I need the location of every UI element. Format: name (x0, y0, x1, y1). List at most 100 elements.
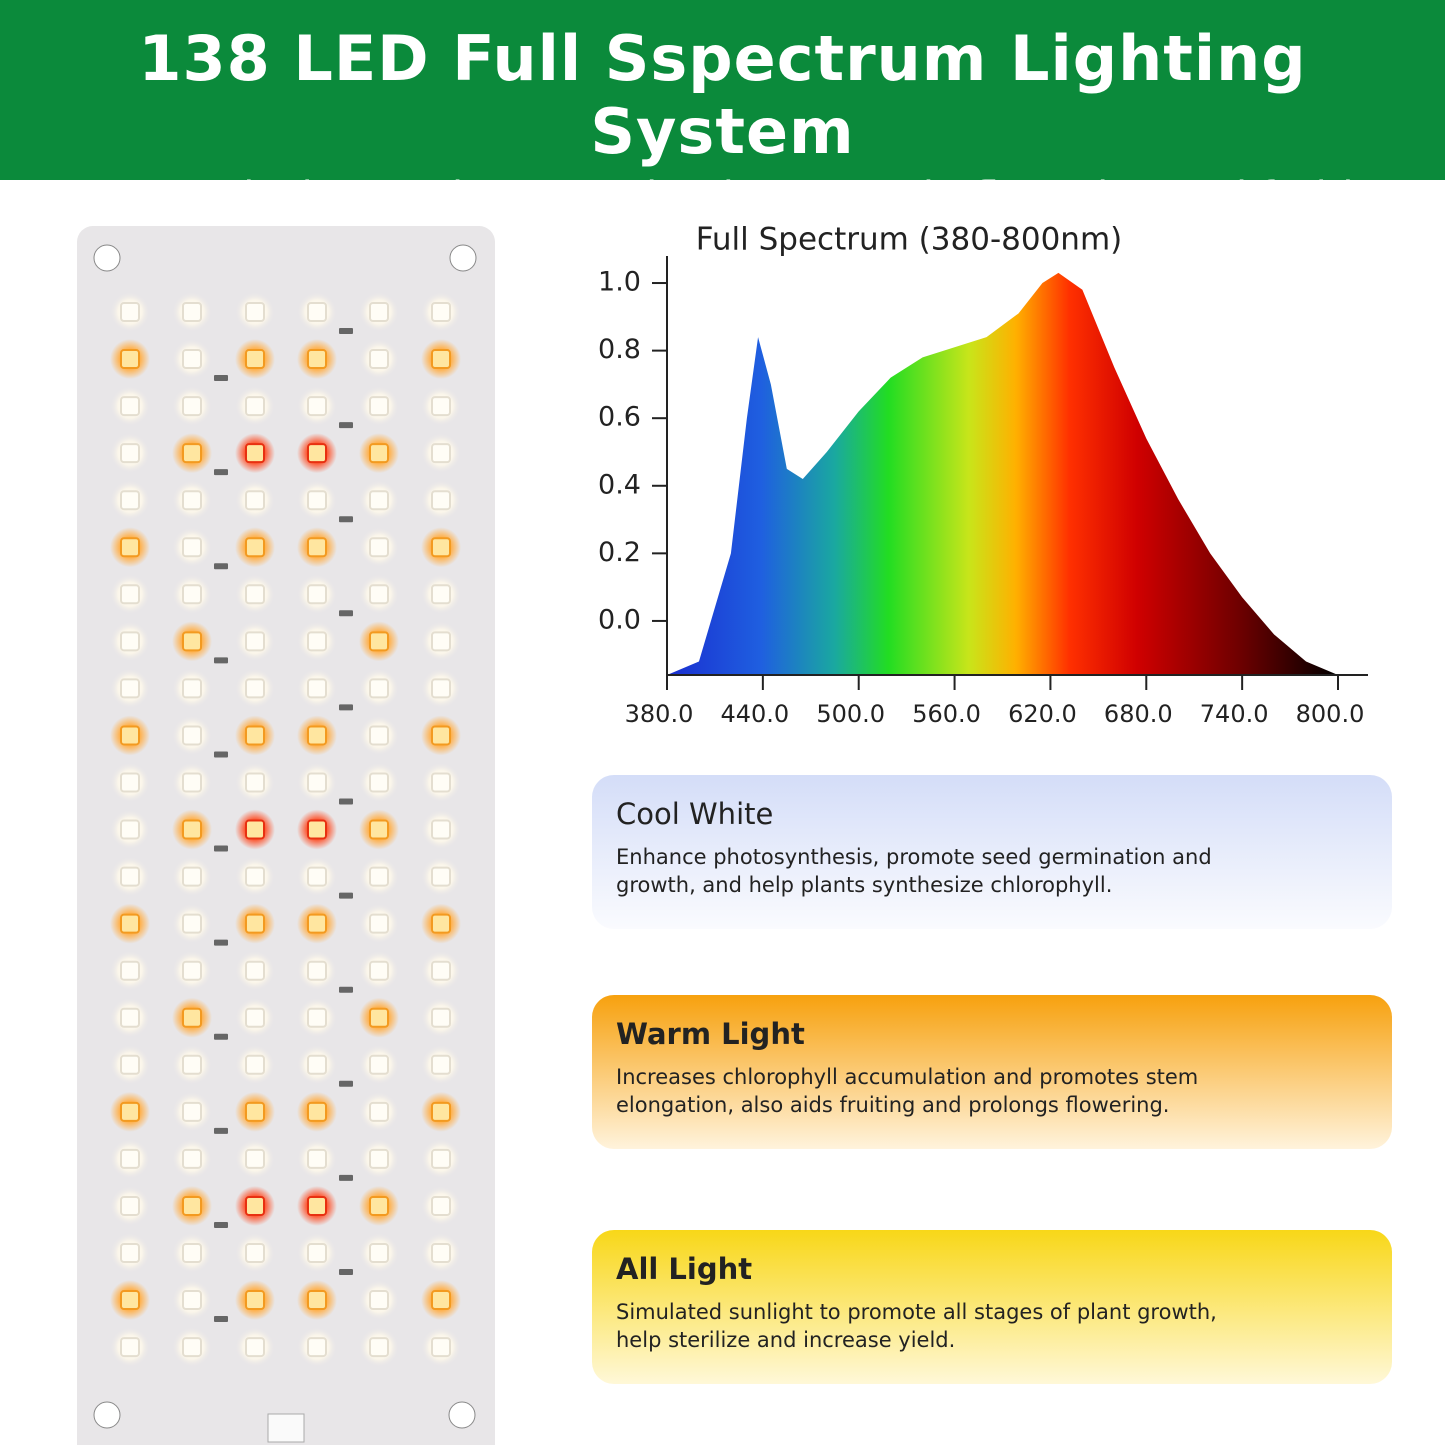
led (120, 725, 140, 746)
card-text: Increases chlorophyll accumulation and p… (616, 1065, 1199, 1117)
led (307, 349, 327, 370)
led (120, 1290, 140, 1311)
card-title: All Light (616, 1252, 753, 1286)
resistor (214, 657, 228, 664)
led (431, 584, 451, 605)
led (245, 302, 265, 322)
card: Warm Light Increases chlorophyll accumul… (592, 995, 1392, 1149)
resistor (339, 1174, 353, 1181)
led (431, 1148, 451, 1169)
chart-title: Full Spectrum (380-800nm) (696, 222, 1123, 258)
led (120, 1148, 140, 1169)
led (182, 678, 202, 699)
led (182, 913, 202, 934)
led (120, 1054, 140, 1075)
led (431, 1337, 451, 1358)
resistor (214, 1221, 228, 1228)
led (182, 1054, 202, 1075)
led (369, 725, 389, 746)
led (245, 819, 265, 840)
led (307, 1101, 327, 1122)
led (307, 584, 327, 605)
led (431, 349, 451, 370)
led (120, 302, 140, 322)
hole (93, 244, 121, 272)
card: Cool White Enhance photosynthesis, promo… (592, 775, 1392, 929)
header: 138 LED Full Sspectrum Lighting System m… (0, 0, 1445, 220)
led (431, 1054, 451, 1075)
resistor (339, 892, 353, 899)
led (307, 443, 327, 464)
led (245, 960, 265, 981)
spectrum-area (667, 272, 1338, 675)
led (120, 1007, 140, 1028)
led (245, 490, 265, 511)
y-tick-label: 1.0 (598, 267, 641, 298)
led (431, 1243, 451, 1263)
led (245, 913, 265, 934)
led (307, 1290, 327, 1311)
hole (93, 1401, 121, 1429)
resistor (214, 751, 228, 758)
led (245, 866, 265, 887)
resistor (339, 328, 353, 334)
x-tick-label: 440.0 (720, 700, 789, 728)
led (120, 772, 140, 793)
led (120, 1195, 140, 1216)
led (245, 678, 265, 699)
led (431, 772, 451, 793)
led (307, 490, 327, 511)
led (182, 537, 202, 558)
led (182, 396, 202, 417)
led (182, 349, 202, 370)
led (307, 1195, 327, 1216)
x-tick-label: 800.0 (1296, 700, 1365, 728)
led (245, 1054, 265, 1075)
led (369, 1054, 389, 1075)
led (369, 349, 389, 370)
led (120, 1101, 140, 1122)
resistor (339, 516, 353, 523)
led (307, 1243, 327, 1263)
led (369, 1195, 389, 1216)
led (369, 1337, 389, 1358)
led (431, 1195, 451, 1216)
led (245, 772, 265, 793)
led (120, 490, 140, 511)
led (182, 1101, 202, 1122)
card-text: Simulated sunlight to promote all stages… (616, 1300, 1217, 1352)
led (369, 443, 389, 464)
led (307, 302, 327, 322)
led (245, 725, 265, 746)
led (182, 490, 202, 511)
led (120, 913, 140, 934)
led (120, 537, 140, 558)
card-title: Cool White (616, 797, 774, 831)
led (120, 396, 140, 417)
led (431, 537, 451, 558)
led (369, 1243, 389, 1263)
led (431, 960, 451, 981)
led (369, 396, 389, 417)
led (369, 1148, 389, 1169)
led (307, 913, 327, 934)
subtitle: more conducive to plant germination, gro… (40, 174, 1405, 220)
led (369, 913, 389, 934)
led (431, 443, 451, 464)
led (245, 1195, 265, 1216)
led (182, 1195, 202, 1216)
led (182, 772, 202, 793)
led (182, 1337, 202, 1358)
led (369, 584, 389, 605)
led (182, 960, 202, 981)
led (245, 1148, 265, 1169)
resistor (339, 704, 353, 711)
x-tick-label: 380.0 (625, 700, 694, 728)
led (369, 490, 389, 511)
resistor (214, 375, 228, 382)
led (120, 866, 140, 887)
card: All Light Simulated sunlight to promote … (592, 1230, 1392, 1384)
x-tick-label: 560.0 (912, 700, 981, 728)
led (245, 1290, 265, 1311)
y-tick-label: 0.4 (598, 469, 641, 500)
